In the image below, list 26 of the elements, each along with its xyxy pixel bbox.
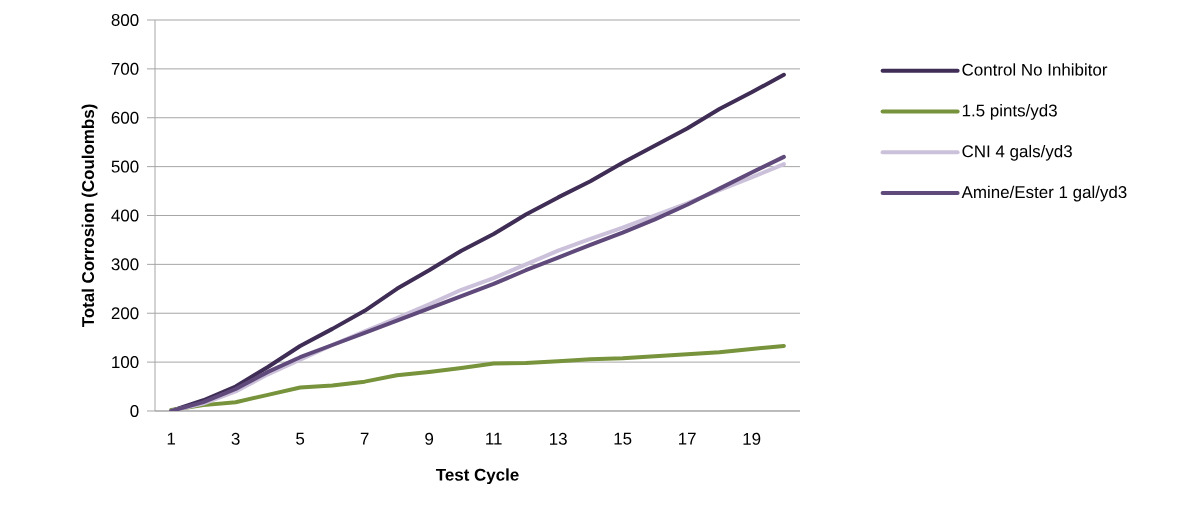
line-series bbox=[169, 343, 786, 411]
x-tick-label: 13 bbox=[550, 432, 567, 445]
y-tick-label: 0 bbox=[130, 404, 139, 417]
x-tick-label: 9 bbox=[425, 432, 434, 445]
y-axis-title: Total Corrosion (Coulombs) bbox=[81, 104, 98, 328]
legend-label: 1.5 pints/yd3 bbox=[962, 104, 1057, 120]
x-tick-label: 5 bbox=[296, 432, 305, 445]
x-tick-label: 19 bbox=[743, 432, 761, 445]
y-tick-label: 200 bbox=[111, 307, 139, 320]
x-tick-label: 17 bbox=[679, 432, 696, 445]
legend-label: CNI 4 gals/yd3 bbox=[962, 144, 1072, 161]
y-tick-label: 300 bbox=[111, 258, 139, 271]
legend-label: Control No Inhibitor bbox=[962, 63, 1108, 76]
x-tick-label: 1 bbox=[167, 432, 176, 445]
y-tick-label: 800 bbox=[111, 14, 139, 26]
x-tick-label: 11 bbox=[486, 432, 502, 445]
legend-label: Amine/Ester 1 gal/yd3 bbox=[961, 185, 1127, 202]
x-tick-label: 7 bbox=[360, 432, 369, 445]
y-tick-label: 400 bbox=[111, 209, 139, 222]
y-tick-label: 700 bbox=[111, 62, 139, 75]
y-tick-label: 500 bbox=[111, 160, 139, 173]
x-tick-label: 15 bbox=[614, 432, 632, 445]
y-tick-label: 100 bbox=[112, 356, 139, 369]
x-axis-title: Test Cycle bbox=[435, 468, 519, 485]
y-tick-label: 600 bbox=[111, 111, 139, 124]
x-tick-label: 3 bbox=[231, 432, 240, 445]
